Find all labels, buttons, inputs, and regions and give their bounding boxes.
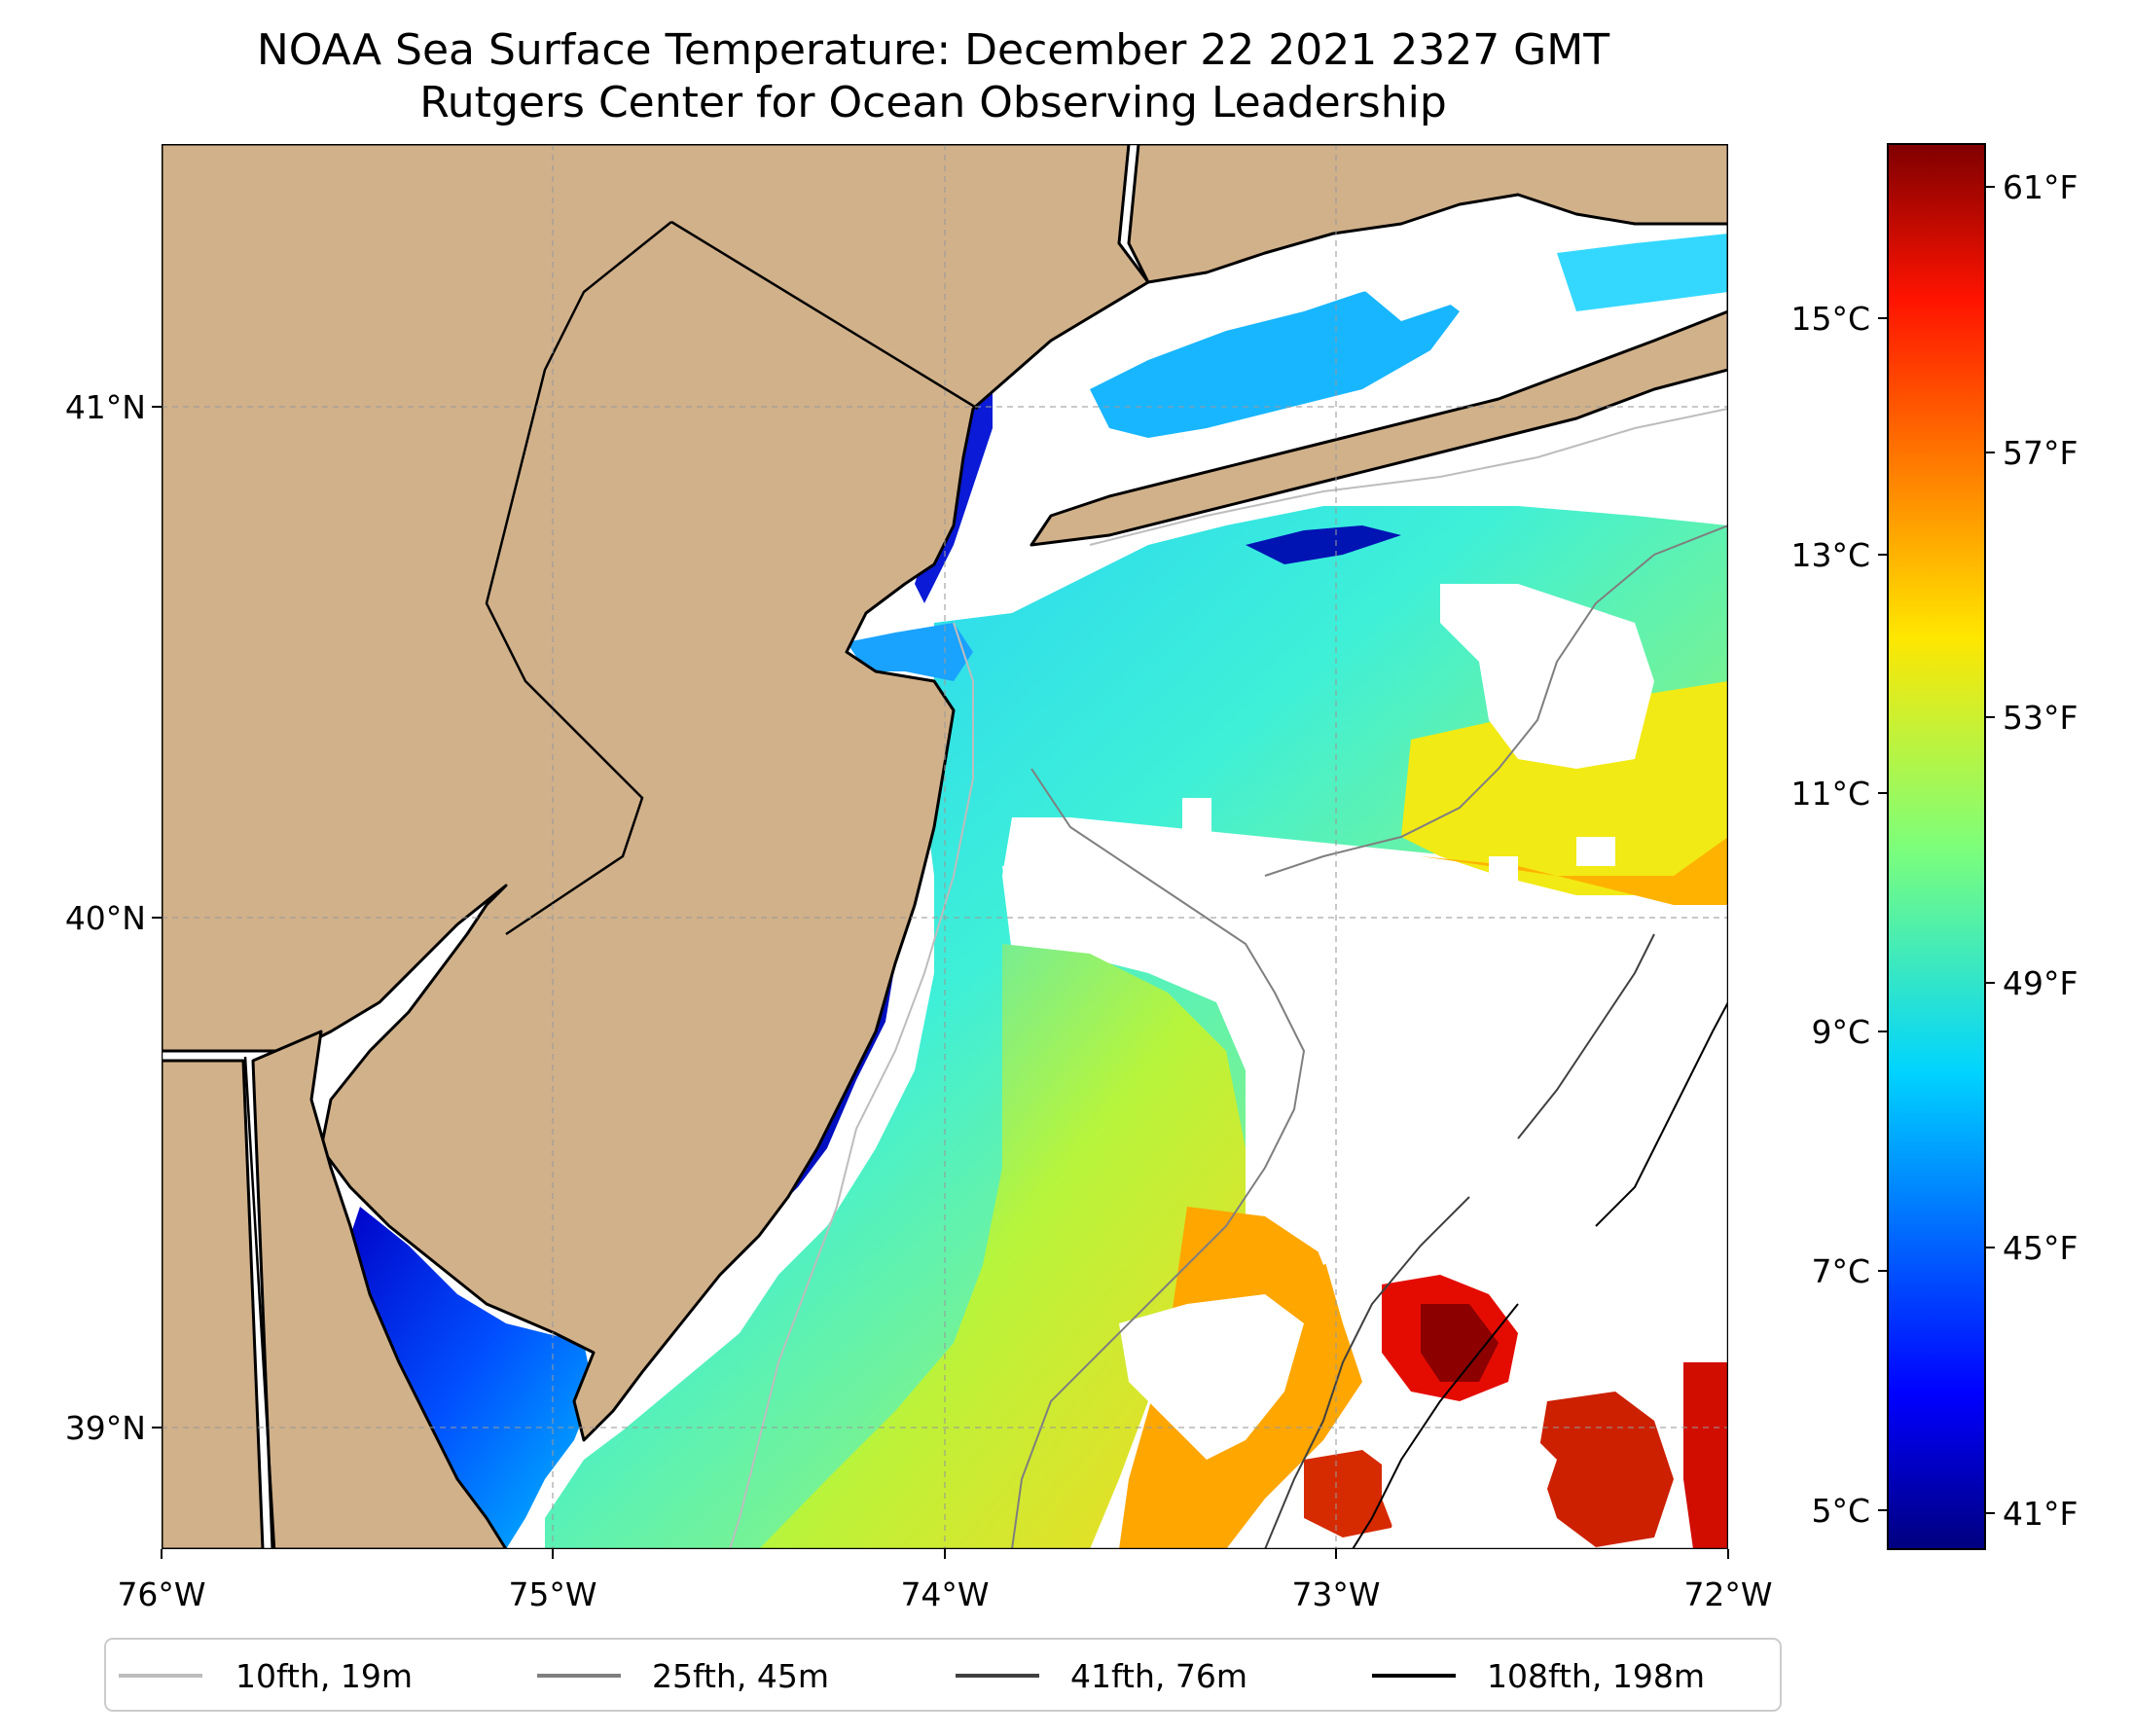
legend-item: 25fth, 45m [537,1657,829,1695]
sst-long-island-sound [1090,282,1460,438]
isobath-45m [1011,524,1728,1549]
sst-southern-band [759,944,1246,1549]
legend-item: 108fth, 198m [1372,1657,1705,1695]
colorbar-fahrenheit-tick: 61°F [2003,168,2078,206]
sst-red-south [1304,1450,1401,1537]
legend-item: 10fth, 19m [119,1657,413,1695]
sst-sound-east [1557,234,1728,311]
x-tick-label: 73°W [1291,1575,1380,1613]
legend-label: 108fth, 198m [1487,1657,1705,1695]
land [162,144,1728,1549]
isobath-76m [1264,933,1655,1549]
colorbar-celsius-tick: 5°C [1811,1492,1870,1530]
legend-label: 10fth, 19m [235,1657,413,1695]
no-data-regions [1002,243,1728,1549]
sst-orange-offshore [1421,837,1728,905]
colorbar-fahrenheit-tick: 53°F [2003,699,2078,737]
sst-yellow-offshore [1401,681,1728,895]
sst-delaware-bay [341,1207,594,1549]
legend-label: 25fth, 45m [652,1657,829,1695]
colorbar: 15°C 13°C 11°C 9°C 7°C 5°C 61°F 57°F 53°… [1790,143,2078,1550]
isobath-19m [729,408,1728,1549]
title: NOAA Sea Surface Temperature: December 2… [257,25,1609,127]
colorbar-celsius-tick: 7°C [1811,1252,1870,1290]
x-axis: 76°W 75°W 74°W 73°W 72°W [117,1549,1773,1613]
land-long-island [1030,144,1728,547]
colorbar-gradient [1887,143,1986,1550]
cloud-gap-small-3 [1576,837,1615,866]
legend-frame [104,1638,1782,1712]
border-ny-ct [1050,144,1150,343]
cloud-gap-small-2 [1489,856,1518,895]
sst-south-shore-bays [1246,525,1401,564]
map-panel [162,144,1728,1549]
legend-label: 41fth, 76m [1070,1657,1247,1695]
sst-darkred-core [1421,1304,1499,1382]
title-line-1: NOAA Sea Surface Temperature: December 2… [257,25,1609,75]
cloud-gap-south [1119,1294,1304,1460]
land-delmarva [251,1030,508,1549]
state-borders [243,144,1150,1549]
border-de-md [243,1056,276,1549]
y-tick-label: 39°N [65,1409,146,1447]
colorbar-fahrenheit-tick: 57°F [2003,434,2078,472]
colorbar-celsius-tick: 15°C [1790,300,1870,338]
sst-raritan-bay [847,623,973,681]
x-tick-label: 74°W [900,1575,989,1613]
y-axis: 41°N 40°N 39°N [65,388,162,1447]
title-line-2: Rutgers Center for Ocean Observing Leade… [419,78,1447,127]
colorbar-celsius-tick: 11°C [1790,775,1870,813]
isobath-legend: 10fth, 19m 25fth, 45m 41fth, 76m 108fth,… [104,1638,1782,1712]
colorbar-celsius-tick: 13°C [1790,536,1870,574]
sst-red-east [1537,1392,1674,1547]
legend-item: 41fth, 76m [956,1657,1247,1695]
border-nj-pa [485,221,672,936]
border-ny-nj [670,220,979,411]
isobath-198m [1352,1001,1728,1549]
gridlines [162,144,1728,1549]
x-tick-label: 72°W [1683,1575,1772,1613]
cloud-gap-southeast [1382,1401,1557,1549]
y-tick-label: 40°N [65,899,146,937]
x-tick-label: 76°W [117,1575,205,1613]
cloud-gap-small-1 [1182,798,1211,847]
cloud-gap-east [1440,584,1654,769]
colorbar-fahrenheit-tick: 45°F [2003,1229,2078,1267]
colorbar-celsius-tick: 9°C [1811,1013,1870,1051]
cloud-gap-ne-sound [1343,243,1460,321]
colorbar-fahrenheit-tick: 41°F [2003,1495,2078,1533]
cloud-gap-central [1002,856,1728,1265]
land-new-jersey-pennsylvania [162,144,1150,1442]
x-tick-label: 75°W [508,1575,596,1613]
isobaths [729,408,1728,1549]
colorbar-fahrenheit-tick: 49°F [2003,964,2078,1002]
y-tick-label: 41°N [65,388,146,426]
cloud-gap-small-4 [1664,905,1722,963]
land-delaware [162,1059,265,1549]
sst-red-far-east [1683,1362,1728,1549]
